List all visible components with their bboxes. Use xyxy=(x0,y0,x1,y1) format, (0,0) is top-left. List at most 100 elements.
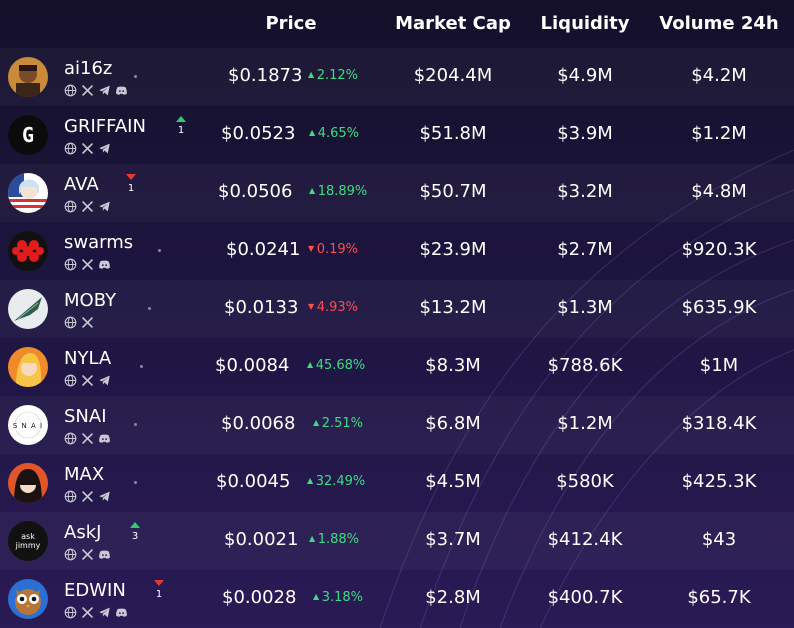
table-row[interactable]: S N A I SNAI $0.0068 ▲ 2.51% $6.8M $1.2M $318.… xyxy=(0,396,794,454)
token-price: $0.0506 xyxy=(218,181,293,202)
edwin-avatar-icon xyxy=(8,579,48,619)
globe-icon[interactable] xyxy=(64,432,77,445)
globe-icon[interactable] xyxy=(64,142,77,155)
x-icon[interactable] xyxy=(81,200,94,213)
x-icon[interactable] xyxy=(81,374,94,387)
social-links xyxy=(64,606,128,619)
triangle-up-icon: ▲ xyxy=(309,186,318,195)
price-change-value: 18.89% xyxy=(317,184,368,199)
token-name[interactable]: SNAI xyxy=(64,406,107,427)
token-name[interactable]: GRIFFAIN xyxy=(64,116,146,137)
social-links xyxy=(64,432,111,445)
rank-unchanged-dot-icon xyxy=(134,75,137,78)
price-change: ▼ 0.19% xyxy=(308,242,358,257)
x-icon[interactable] xyxy=(81,548,94,561)
token-name[interactable]: ai16z xyxy=(64,58,113,79)
price-change-value: 0.19% xyxy=(316,242,359,257)
globe-icon[interactable] xyxy=(64,84,77,97)
rank-unchanged-dot-icon xyxy=(134,481,137,484)
telegram-icon[interactable] xyxy=(98,374,111,387)
table-row[interactable]: AVA 1 $0.0506 ▲ 18.89% $50.7M $3.2M $4.8M xyxy=(0,164,794,222)
triangle-up-icon: ▲ xyxy=(309,128,318,137)
liquidity-value: $1.2M xyxy=(557,413,613,434)
nyla-avatar-icon xyxy=(8,347,48,387)
triangle-up-icon: ▲ xyxy=(307,360,316,369)
table-row[interactable]: NYLA $0.0084 ▲ 45.68% $8.3M $788.6K $1M xyxy=(0,338,794,396)
telegram-icon[interactable] xyxy=(98,200,111,213)
triangle-up-icon: ▲ xyxy=(308,70,317,79)
token-name[interactable]: NYLA xyxy=(64,348,112,369)
price-change-value: 32.49% xyxy=(315,474,366,489)
telegram-icon[interactable] xyxy=(98,606,111,619)
svg-text:G: G xyxy=(22,123,34,147)
token-name[interactable]: AVA xyxy=(64,174,99,195)
liquidity-value: $2.7M xyxy=(557,239,613,260)
x-icon[interactable] xyxy=(81,84,94,97)
globe-icon[interactable] xyxy=(64,490,77,503)
table-row[interactable]: EDWIN 1 $0.0028 ▲ 3.18% $2.8M $400.7K $65.7K xyxy=(0,570,794,628)
volume-24h-value: $1.2M xyxy=(691,123,747,144)
ai16z-avatar-icon xyxy=(8,57,48,97)
discord-icon[interactable] xyxy=(115,84,128,97)
discord-icon[interactable] xyxy=(98,258,111,271)
globe-icon[interactable] xyxy=(64,606,77,619)
max-avatar-icon xyxy=(8,463,48,503)
token-price: $0.0133 xyxy=(224,297,299,318)
header-liquidity[interactable]: Liquidity xyxy=(540,13,630,34)
svg-text:ask: ask xyxy=(21,532,35,541)
table-row[interactable]: G GRIFFAIN 1 $0.0523 ▲ 4.65% $51.8M $3.9M $1.2M xyxy=(0,106,794,164)
x-icon[interactable] xyxy=(81,142,94,155)
rank-change-indicator: 3 xyxy=(128,522,142,542)
x-icon[interactable] xyxy=(81,490,94,503)
telegram-icon[interactable] xyxy=(98,490,111,503)
token-name[interactable]: MOBY xyxy=(64,290,117,311)
token-name[interactable]: AskJ xyxy=(64,522,102,543)
svg-text:S N A I: S N A I xyxy=(13,422,43,430)
token-price: $0.0241 xyxy=(226,239,301,260)
rank-change-value: 1 xyxy=(177,125,185,136)
rank-unchanged-dot-icon xyxy=(158,249,161,252)
globe-icon[interactable] xyxy=(64,316,77,329)
globe-icon[interactable] xyxy=(64,374,77,387)
volume-24h-value: $1M xyxy=(699,355,739,376)
rank-change-indicator: 1 xyxy=(152,580,166,600)
svg-text:jimmy: jimmy xyxy=(15,541,41,550)
x-icon[interactable] xyxy=(81,606,94,619)
volume-24h-value: $43 xyxy=(701,529,737,550)
price-change: ▲ 2.51% xyxy=(313,416,363,431)
triangle-up-icon: ▲ xyxy=(307,476,316,485)
market-cap-value: $2.8M xyxy=(425,587,481,608)
token-name[interactable]: MAX xyxy=(64,464,105,485)
x-icon[interactable] xyxy=(81,432,94,445)
market-cap-value: $23.9M xyxy=(419,239,487,260)
header-price[interactable]: Price xyxy=(265,13,317,34)
discord-icon[interactable] xyxy=(115,606,128,619)
discord-icon[interactable] xyxy=(98,548,111,561)
globe-icon[interactable] xyxy=(64,200,77,213)
price-change-value: 3.18% xyxy=(321,590,364,605)
token-name[interactable]: swarms xyxy=(64,232,134,253)
token-name[interactable]: EDWIN xyxy=(64,580,126,601)
volume-24h-value: $425.3K xyxy=(681,471,757,492)
rank-change-indicator: 1 xyxy=(124,174,138,194)
table-row[interactable]: ask jimmy AskJ 3 $0.0021 ▲ 1.88% $3.7M $412.4K $… xyxy=(0,512,794,570)
x-icon[interactable] xyxy=(81,316,94,329)
x-icon[interactable] xyxy=(81,258,94,271)
rank-change-indicator: 1 xyxy=(174,116,188,136)
liquidity-value: $412.4K xyxy=(547,529,623,550)
price-change: ▲ 32.49% xyxy=(307,474,365,489)
telegram-icon[interactable] xyxy=(98,142,111,155)
table-row[interactable]: MAX $0.0045 ▲ 32.49% $4.5M $580K $425.3K xyxy=(0,454,794,512)
rank-change-value: 3 xyxy=(131,531,139,542)
table-row[interactable]: swarms $0.0241 ▼ 0.19% $23.9M $2.7M $920.3K xyxy=(0,222,794,280)
discord-icon[interactable] xyxy=(98,432,111,445)
globe-icon[interactable] xyxy=(64,548,77,561)
table-row[interactable]: ai16z $0.1873 ▲ 2.12% $204.4M $4.9M $4.2M xyxy=(0,48,794,106)
token-price: $0.0028 xyxy=(222,587,297,608)
table-row[interactable]: MOBY $0.0133 ▼ 4.93% $13.2M $1.3M $635.9K xyxy=(0,280,794,338)
globe-icon[interactable] xyxy=(64,258,77,271)
swarms-avatar-icon xyxy=(8,231,48,271)
header-volume-24h[interactable]: Volume 24h xyxy=(659,13,779,34)
header-market-cap[interactable]: Market Cap xyxy=(395,13,511,34)
telegram-icon[interactable] xyxy=(98,84,111,97)
